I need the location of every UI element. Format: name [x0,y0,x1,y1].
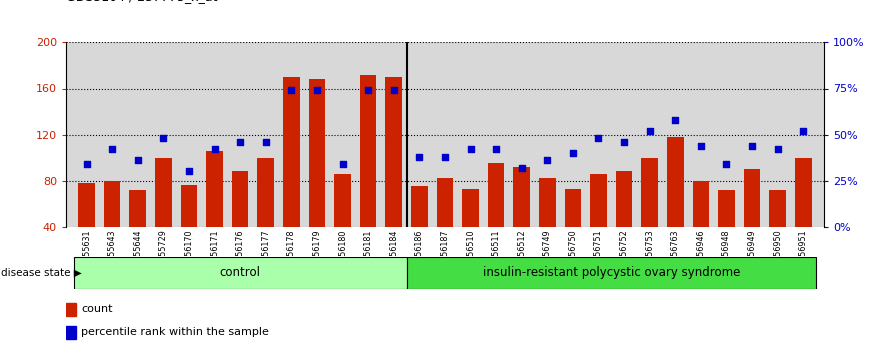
Bar [406,257,816,289]
Bar [692,181,709,227]
Point [668,117,682,122]
Point [438,154,452,159]
Bar [667,137,684,227]
Point [361,87,375,93]
Bar [744,169,760,227]
Point [156,135,170,141]
Point [105,147,119,152]
Point [233,139,248,145]
Point [745,143,759,148]
Point [208,147,222,152]
Bar [78,183,95,227]
Point [387,87,401,93]
Point [591,135,605,141]
Point [285,87,299,93]
Bar [232,171,248,227]
Bar [257,158,274,227]
Bar [616,171,633,227]
Point [310,87,324,93]
Bar [488,163,505,227]
Bar [181,185,197,227]
Point [720,161,734,167]
Point [694,143,708,148]
Bar [130,190,146,227]
Bar [795,158,811,227]
Bar [206,151,223,227]
Bar [385,77,402,227]
Point [796,128,811,134]
Point [617,139,631,145]
Text: GDS3104 / 237775_x_at: GDS3104 / 237775_x_at [66,0,218,3]
Bar [514,167,530,227]
Bar [539,178,556,227]
Bar [334,174,351,227]
Bar [308,79,325,227]
Point [489,147,503,152]
Bar [641,158,658,227]
Point [463,147,478,152]
Text: insulin-resistant polycystic ovary syndrome: insulin-resistant polycystic ovary syndr… [483,266,740,279]
Point [130,158,144,163]
Text: control: control [219,266,261,279]
Bar [283,77,300,227]
Bar [411,186,427,227]
Bar [66,303,76,316]
Point [771,147,785,152]
Point [412,154,426,159]
Bar [718,190,735,227]
Bar [104,181,121,227]
Bar [769,190,786,227]
Text: percentile rank within the sample: percentile rank within the sample [81,327,269,337]
Bar [155,158,172,227]
Point [540,158,554,163]
Text: count: count [81,304,113,314]
Bar [463,189,478,227]
Point [642,128,656,134]
Point [259,139,273,145]
Bar [359,75,376,227]
Point [566,150,580,156]
Bar [66,326,76,339]
Bar [590,174,607,227]
Bar [437,178,453,227]
Point [336,161,350,167]
Bar [74,257,406,289]
Point [515,165,529,171]
Text: disease state ▶: disease state ▶ [1,268,82,278]
Bar [565,189,581,227]
Point [181,169,196,174]
Point [79,161,93,167]
